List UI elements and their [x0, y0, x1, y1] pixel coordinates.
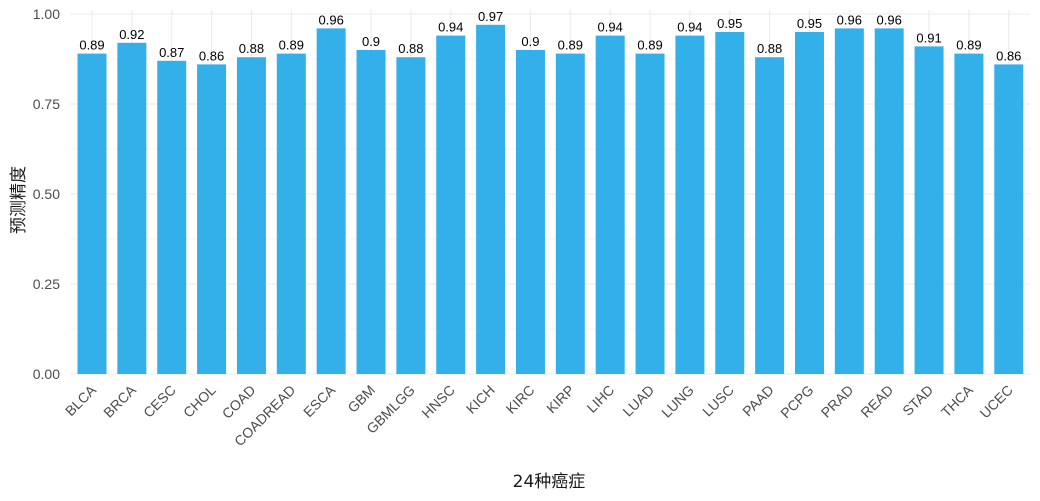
x-tick-label-kich: KICH	[463, 382, 498, 417]
bar-luad	[635, 53, 665, 374]
bar-read	[874, 28, 904, 375]
x-tick-label-read: READ	[857, 382, 896, 421]
bar-kich	[476, 24, 506, 375]
data-label-coadread: 0.89	[279, 38, 304, 53]
bar-prad	[834, 28, 864, 375]
x-tick-label-thca: THCA	[938, 381, 977, 420]
x-tick-label-paad: PAAD	[739, 382, 777, 420]
data-label-esca: 0.96	[319, 12, 344, 27]
bar-thca	[954, 53, 984, 374]
y-tick-label: 0.50	[33, 186, 60, 202]
bar-ucec	[994, 64, 1024, 375]
data-label-prad: 0.96	[837, 12, 862, 27]
data-label-hnsc: 0.94	[438, 20, 463, 35]
bar-esca	[316, 28, 346, 375]
data-label-coad: 0.88	[239, 41, 264, 56]
data-label-kirp: 0.89	[558, 38, 583, 53]
bar-pcpg	[794, 32, 824, 374]
data-label-lung: 0.94	[677, 20, 702, 35]
bar-stad	[914, 46, 944, 375]
data-label-gbm: 0.9	[362, 34, 380, 49]
x-tick-label-hnsc: HNSC	[418, 382, 457, 421]
data-label-brca: 0.92	[119, 27, 144, 42]
data-label-luad: 0.89	[637, 38, 662, 53]
y-axis: 0.00 0.25 0.50 0.75 1.00	[33, 6, 60, 382]
x-tick-label-kirc: KIRC	[503, 382, 538, 417]
data-label-kich: 0.97	[478, 9, 503, 24]
x-tick-label-chol: CHOL	[180, 382, 219, 421]
data-labels: 0.89 0.92 0.87 0.86 0.88 0.89 0.96 0.9 0.88 0.94 0…	[79, 9, 1021, 64]
data-label-lihc: 0.94	[598, 20, 623, 35]
data-label-chol: 0.86	[199, 48, 224, 63]
x-tick-label-luad: LUAD	[619, 382, 657, 420]
x-tick-label-kirp: KIRP	[543, 382, 577, 416]
data-label-read: 0.96	[877, 12, 902, 27]
bar-coadread	[276, 53, 306, 374]
bar-blca	[77, 53, 107, 374]
bar-coad	[236, 57, 266, 374]
x-tick-label-stad: STAD	[899, 382, 936, 419]
bar-kirc	[515, 50, 545, 374]
data-label-lusc: 0.95	[717, 16, 742, 31]
x-tick-label-cesc: CESC	[140, 382, 179, 421]
data-label-pcpg: 0.95	[797, 16, 822, 31]
bar-gbmlgg	[396, 57, 426, 374]
y-tick-label: 0.25	[33, 276, 60, 292]
bar-kirp	[555, 53, 585, 374]
y-tick-label: 0.75	[33, 96, 60, 112]
x-tick-label-pcpg: PCPG	[777, 382, 816, 421]
data-label-stad: 0.91	[916, 30, 941, 45]
data-label-ucec: 0.86	[996, 48, 1021, 63]
bar-lung	[675, 35, 705, 374]
bar-cesc	[157, 60, 187, 375]
bars	[77, 24, 1024, 375]
y-tick-label: 1.00	[33, 6, 60, 22]
bar-hnsc	[436, 35, 466, 374]
bar-lusc	[715, 32, 745, 374]
data-label-thca: 0.89	[956, 38, 981, 53]
x-tick-label-esca: ESCA	[300, 381, 339, 420]
data-label-paad: 0.88	[757, 41, 782, 56]
x-tick-label-lung: LUNG	[658, 382, 697, 421]
bar-lihc	[595, 35, 625, 374]
x-tick-label-lihc: LIHC	[583, 382, 617, 416]
data-label-blca: 0.89	[79, 38, 104, 53]
bar-brca	[117, 42, 147, 375]
bar-chol	[197, 64, 227, 375]
data-label-gbmlgg: 0.88	[398, 41, 423, 56]
x-tick-label-lusc: LUSC	[699, 382, 737, 420]
y-tick-label: 0.00	[33, 366, 60, 382]
x-tick-label-gbm: GBM	[344, 382, 378, 416]
x-tick-label-ucec: UCEC	[977, 382, 1016, 421]
x-tick-label-brca: BRCA	[100, 381, 139, 420]
bar-paad	[755, 57, 785, 374]
y-axis-title: 预测精度	[9, 166, 29, 234]
bar-gbm	[356, 50, 386, 374]
data-label-kirc: 0.9	[521, 34, 539, 49]
data-label-cesc: 0.87	[159, 45, 184, 60]
x-axis-title: 24种癌症	[513, 472, 586, 492]
x-tick-label-blca: BLCA	[62, 381, 100, 419]
x-tick-label-prad: PRAD	[818, 382, 857, 421]
